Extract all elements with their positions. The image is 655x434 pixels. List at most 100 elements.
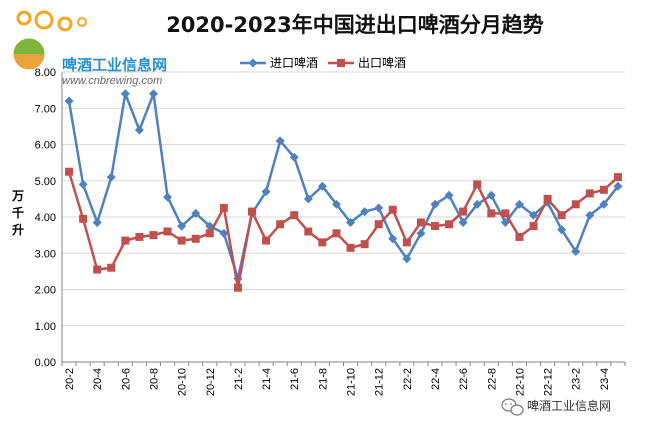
data-point	[444, 190, 454, 200]
x-tick-label: 20-10	[177, 368, 189, 396]
y-tick-label: 7.00	[35, 103, 56, 115]
legend: 进口啤酒 出口啤酒	[240, 55, 406, 70]
data-point	[134, 125, 144, 135]
data-point	[78, 179, 88, 189]
data-point	[248, 207, 257, 216]
data-point	[346, 243, 355, 252]
series-line	[67, 92, 619, 280]
y-tick-label: 8.00	[35, 67, 56, 79]
data-point	[219, 228, 229, 238]
data-point	[585, 210, 595, 220]
data-point	[191, 208, 201, 218]
data-point	[304, 227, 313, 236]
y-tick-label: 3.00	[35, 248, 56, 260]
data-point	[318, 238, 327, 247]
watermark-text: 啤酒工业信息网	[527, 398, 611, 413]
data-point	[64, 96, 74, 106]
data-point	[191, 234, 200, 243]
legend-marker	[337, 59, 345, 67]
series-import	[64, 89, 623, 284]
data-point	[177, 236, 186, 245]
data-point	[106, 172, 116, 182]
watermark: 啤酒工业信息网	[501, 398, 611, 416]
series-line	[67, 171, 619, 289]
data-point	[107, 263, 116, 272]
beer-logo-icon	[12, 10, 87, 71]
data-point	[135, 232, 144, 241]
x-tick-label: 22-4	[430, 368, 442, 390]
series-layer	[64, 89, 623, 292]
logo-name: 啤酒工业信息网	[62, 56, 167, 74]
x-tick-label: 21-4	[261, 368, 273, 390]
x-tick-label: 22-2	[402, 368, 414, 390]
data-point	[276, 220, 285, 229]
x-tick-label: 21-12	[374, 368, 386, 396]
data-point	[388, 205, 397, 214]
data-point	[79, 214, 88, 223]
x-tick-label: 20-4	[92, 368, 104, 390]
data-point	[599, 185, 608, 194]
data-point	[360, 240, 369, 249]
data-point	[121, 236, 130, 245]
data-point	[557, 211, 566, 220]
x-tick-label: 21-6	[289, 368, 301, 390]
data-point	[599, 199, 609, 209]
data-point	[360, 207, 370, 217]
y-tick-label: 0.00	[35, 357, 56, 369]
data-point	[262, 236, 271, 245]
logo-url: www.cnbrewing.com	[62, 75, 162, 87]
data-point	[500, 217, 510, 227]
data-point	[487, 209, 496, 218]
x-tick-label: 20-6	[120, 368, 132, 390]
data-point	[515, 232, 524, 241]
data-point	[459, 207, 468, 216]
legend-item: 出口啤酒	[328, 55, 406, 70]
data-point	[331, 199, 341, 209]
data-point	[445, 220, 454, 229]
y-tick-label: 2.00	[35, 285, 56, 297]
legend-marker	[248, 58, 258, 68]
x-tick-label: 22-12	[543, 368, 555, 396]
data-point	[177, 221, 187, 231]
data-point	[613, 173, 622, 182]
data-point	[148, 89, 158, 99]
site-logo: 啤酒工业信息网 www.cnbrewing.com	[12, 10, 167, 87]
data-point	[219, 203, 228, 212]
data-point	[571, 200, 580, 209]
data-point	[458, 217, 468, 227]
legend-label: 进口啤酒	[270, 55, 318, 70]
x-tick-label: 22-10	[514, 368, 526, 396]
data-point	[613, 181, 623, 191]
data-point	[120, 89, 130, 99]
data-point	[65, 167, 74, 176]
x-tick-label: 22-8	[486, 368, 498, 390]
data-point	[374, 220, 383, 229]
chart-title: 2020-2023年中国进出口啤酒分月趋势	[166, 13, 544, 37]
y-tick-label: 4.00	[35, 212, 56, 224]
data-point	[529, 222, 538, 231]
data-point	[585, 189, 594, 198]
y-tick-label: 1.00	[35, 321, 56, 333]
x-tick-label: 20-12	[205, 368, 217, 396]
data-point	[543, 194, 552, 203]
data-point	[529, 210, 539, 220]
data-point	[416, 228, 426, 238]
data-point	[473, 180, 482, 189]
x-tick-label: 20-2	[64, 368, 76, 390]
data-point	[501, 209, 510, 218]
x-tick-label: 21-8	[317, 368, 329, 390]
legend-item: 进口啤酒	[240, 55, 318, 70]
data-point	[557, 225, 567, 235]
wechat-icon	[501, 398, 524, 416]
data-point	[233, 283, 242, 292]
data-point	[275, 136, 285, 146]
data-point	[472, 199, 482, 209]
data-point	[486, 190, 496, 200]
series-export	[65, 167, 622, 292]
data-point	[332, 229, 341, 238]
x-tick-label: 21-10	[346, 368, 358, 396]
data-point	[290, 211, 299, 220]
data-point	[346, 217, 356, 227]
legend-label: 出口啤酒	[358, 55, 406, 70]
data-point	[205, 229, 214, 238]
